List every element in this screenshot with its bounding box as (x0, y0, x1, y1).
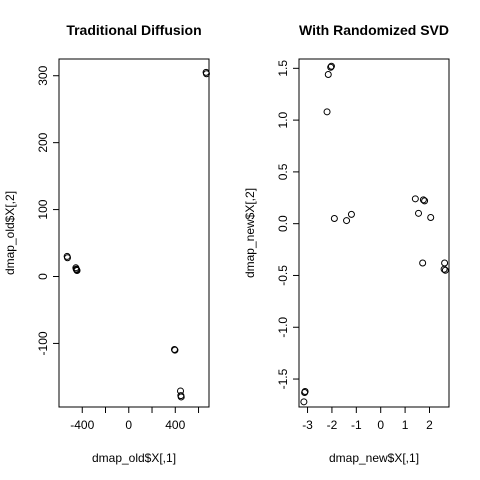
data-point-left-1 (63, 254, 71, 262)
panel-traditional-diffusion: Traditional Diffusion -400 0 400 -100 0 100 2… (3, 22, 210, 465)
y-tick-label-left-2: 100 (36, 199, 50, 219)
data-point-right-7 (330, 215, 338, 222)
y-tick-label-right-0: -1.5 (276, 368, 290, 389)
data-point-left-5 (73, 266, 81, 274)
data-point-right-0 (300, 398, 308, 406)
y-tick-label-right-2: -0.5 (276, 265, 290, 286)
panel-randomized-svd: With Randomized SVD -3 -2 -1 0 1 2 -1.5 -1.0 -0… (243, 22, 450, 465)
x-tick-label-right-5: 2 (426, 418, 433, 432)
y-tick-label-left-4: 300 (36, 65, 50, 85)
x-axis-right: -3 -2 -1 0 1 2 (302, 407, 433, 432)
data-point-right-2 (301, 389, 309, 396)
y-axis-label-right: dmap_new$X[,2] (243, 188, 257, 278)
x-tick-label-left-0: -400 (70, 418, 94, 432)
data-point-right-11 (415, 209, 423, 217)
chart-title-right: With Randomized SVD (299, 22, 449, 38)
chart-title-left: Traditional Diffusion (66, 22, 201, 38)
points-left (63, 68, 210, 401)
data-point-right-13 (421, 197, 429, 205)
x-tick-label-right-2: -1 (351, 418, 362, 432)
x-tick-label-left-4: 400 (165, 418, 185, 432)
y-tick-label-left-1: 0 (36, 273, 50, 280)
data-point-right-10 (411, 195, 419, 203)
y-tick-label-left-0: -100 (36, 331, 50, 355)
data-point-right-4 (327, 63, 335, 71)
data-point-left-7 (171, 346, 179, 354)
y-tick-label-left-3: 200 (36, 132, 50, 152)
data-point-right-16 (441, 259, 449, 267)
y-axis-right: -1.5 -1.0 -0.5 0.0 0.5 1.0 1.5 (276, 60, 299, 389)
data-point-right-15 (427, 213, 435, 221)
x-tick-label-right-1: -2 (327, 418, 338, 432)
x-tick-label-right-3: 0 (377, 418, 384, 432)
y-tick-label-right-3: 0.0 (276, 215, 290, 232)
data-point-right-5 (327, 62, 335, 70)
y-axis-left: -100 0 100 200 300 (36, 65, 59, 355)
y-tick-label-right-6: 1.5 (276, 60, 290, 77)
y-tick-label-right-4: 0.5 (276, 163, 290, 180)
data-point-right-18 (441, 266, 449, 274)
plot-frame-right (298, 58, 450, 408)
data-point-right-6 (324, 71, 332, 79)
x-tick-label-right-0: -3 (302, 418, 313, 432)
x-tick-label-left-2: 0 (125, 418, 132, 432)
data-point-left-12 (202, 70, 210, 78)
plot-frame-left (58, 58, 210, 408)
data-point-right-9 (347, 210, 355, 218)
points-right (300, 62, 449, 406)
data-point-left-10 (177, 393, 185, 401)
data-point-right-12 (419, 196, 427, 204)
x-axis-label-left: dmap_old$X[,1] (92, 451, 176, 465)
data-point-right-14 (419, 259, 427, 267)
x-axis-left: -400 0 400 (70, 407, 200, 432)
data-point-right-3 (323, 108, 331, 116)
y-tick-label-right-1: -1.0 (276, 317, 290, 338)
y-axis-label-left: dmap_old$X[,2] (3, 191, 17, 275)
x-axis-label-right: dmap_new$X[,1] (329, 451, 419, 465)
data-point-right-8 (343, 217, 351, 225)
data-point-right-17 (440, 265, 448, 273)
x-tick-label-right-4: 1 (402, 418, 409, 432)
y-tick-label-right-5: 1.0 (276, 111, 290, 128)
